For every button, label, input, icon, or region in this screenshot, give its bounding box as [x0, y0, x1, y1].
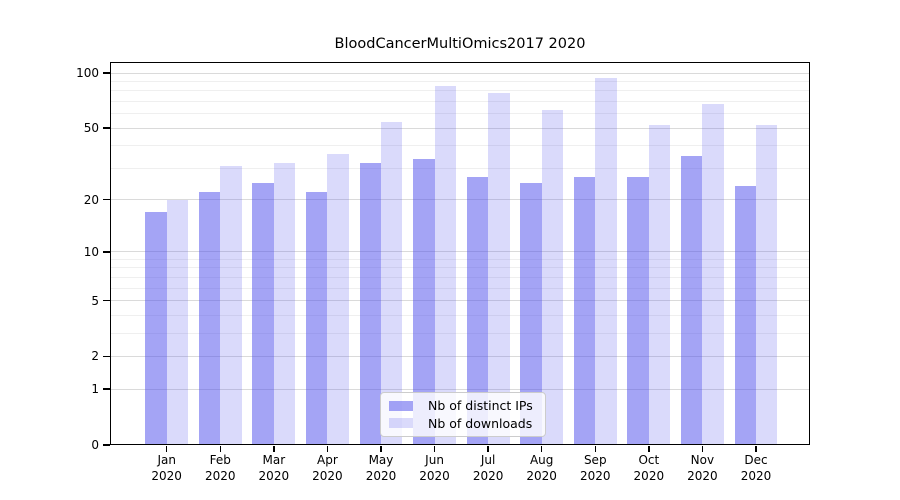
x-tick-label-dec: Dec 2020 — [740, 453, 772, 483]
y-tick-0 — [103, 444, 110, 446]
x-tick-label-jun: Jun 2020 — [419, 453, 450, 483]
legend: Nb of distinct IPs Nb of downloads — [380, 392, 546, 437]
bar-nb-of-distinct-ips-mar — [252, 182, 274, 445]
bar-nb-of-downloads-nov — [702, 103, 724, 445]
bar-nb-of-downloads-may — [380, 122, 403, 445]
bar-nb-of-downloads-jul — [488, 92, 510, 445]
gridline-major-1 — [110, 388, 810, 390]
bar-nb-of-distinct-ips-nov — [681, 156, 703, 445]
y-tick-20 — [103, 198, 110, 201]
x-tick-label-aug: Aug 2020 — [526, 453, 557, 483]
bar-nb-of-downloads-aug — [541, 109, 564, 445]
bar-nb-of-distinct-ips-apr — [306, 192, 328, 445]
y-tick-50 — [103, 127, 110, 129]
bar-nb-of-downloads-feb — [220, 165, 242, 445]
x-tick-jun — [433, 445, 436, 452]
gridline-minor-7 — [110, 276, 810, 278]
x-tick-sep — [594, 445, 596, 452]
y-tick-5 — [103, 299, 110, 302]
legend-row: Nb of downloads — [389, 416, 537, 431]
bar-nb-of-distinct-ips-may — [359, 163, 381, 445]
legend-swatch-distinct-ips — [389, 400, 413, 411]
gridline-major-5 — [110, 300, 810, 302]
y-tick-label-5: 5 — [91, 293, 99, 308]
gridline-major-2 — [110, 355, 810, 357]
x-tick-nov — [701, 445, 704, 452]
bar-nb-of-distinct-ips-feb — [198, 192, 221, 445]
y-tick-100 — [103, 72, 110, 74]
y-tick-label-100: 100 — [76, 66, 99, 81]
gridline-minor-9 — [110, 258, 810, 260]
x-tick-label-oct: Oct 2020 — [633, 453, 665, 483]
x-tick-feb — [219, 445, 222, 452]
y-tick-label-1: 1 — [91, 382, 99, 397]
gridline-minor-8 — [110, 267, 810, 269]
gridline-major-10 — [110, 251, 810, 253]
y-tick-label-0: 0 — [91, 438, 99, 452]
gridline-minor-6 — [110, 287, 810, 289]
x-tick-dec — [755, 445, 757, 452]
y-tick-label-2: 2 — [91, 349, 99, 364]
x-tick-label-may: May 2020 — [365, 453, 397, 483]
gridline-major-50 — [110, 127, 810, 129]
y-tick-2 — [103, 355, 110, 358]
bar-nb-of-distinct-ips-sep — [573, 176, 596, 445]
gridline-minor-3 — [110, 332, 810, 334]
bar-nb-of-distinct-ips-oct — [627, 176, 649, 445]
x-tick-label-nov: Nov 2020 — [687, 453, 718, 483]
bar-nb-of-downloads-dec — [755, 125, 778, 445]
bars-layer — [110, 62, 810, 445]
bar-nb-of-distinct-ips-dec — [734, 185, 756, 445]
x-tick-may — [380, 445, 382, 452]
gridline-minor-90 — [110, 81, 810, 83]
gridline-minor-30 — [110, 167, 810, 169]
x-tick-mar — [273, 445, 275, 452]
gridline-minor-4 — [110, 314, 810, 316]
bar-nb-of-downloads-mar — [273, 163, 296, 445]
plot-area — [110, 62, 810, 445]
bar-nb-of-distinct-ips-jan — [145, 212, 167, 445]
x-tick-oct — [648, 445, 650, 452]
grid-layer — [110, 62, 810, 445]
y-tick-label-10: 10 — [83, 244, 99, 259]
x-tick-label-sep: Sep 2020 — [579, 453, 611, 483]
legend-row: Nb of distinct IPs — [389, 398, 537, 413]
bar-nb-of-downloads-sep — [595, 78, 617, 445]
y-tick-label-50: 50 — [83, 121, 99, 136]
x-tick-aug — [540, 445, 543, 452]
x-tick-label-feb: Feb 2020 — [204, 453, 236, 483]
legend-label-distinct-ips: Nb of distinct IPs — [428, 398, 533, 414]
bar-nb-of-distinct-ips-aug — [520, 182, 542, 445]
gridline-minor-70 — [110, 101, 810, 103]
x-tick-jul — [487, 445, 489, 452]
y-tick-1 — [103, 388, 110, 390]
x-tick-jan — [165, 445, 168, 452]
gridline-major-100 — [110, 72, 810, 74]
chart-title: BloodCancerMultiOmics2017 2020 — [334, 36, 586, 52]
bar-nb-of-downloads-apr — [327, 154, 349, 445]
y-tick-label-20: 20 — [83, 192, 99, 207]
x-tick-apr — [326, 445, 329, 452]
x-tick-label-mar: Mar 2020 — [258, 453, 290, 483]
gridline-minor-60 — [110, 113, 810, 115]
bar-nb-of-downloads-jan — [166, 199, 189, 445]
bar-nb-of-downloads-oct — [648, 125, 671, 445]
x-tick-label-jul: Jul 2020 — [472, 453, 504, 483]
gridline-minor-80 — [110, 90, 810, 92]
y-tick-10 — [103, 251, 110, 253]
gridline-major-20 — [110, 199, 810, 201]
bar-nb-of-distinct-ips-jun — [413, 158, 435, 445]
x-tick-label-apr: Apr 2020 — [312, 453, 343, 483]
x-tick-label-jan: Jan 2020 — [151, 453, 182, 483]
legend-swatch-downloads — [389, 418, 413, 429]
legend-label-downloads: Nb of downloads — [428, 415, 533, 431]
bar-nb-of-distinct-ips-jul — [466, 176, 489, 445]
gridline-minor-40 — [110, 145, 810, 147]
bar-nb-of-downloads-jun — [434, 86, 456, 445]
